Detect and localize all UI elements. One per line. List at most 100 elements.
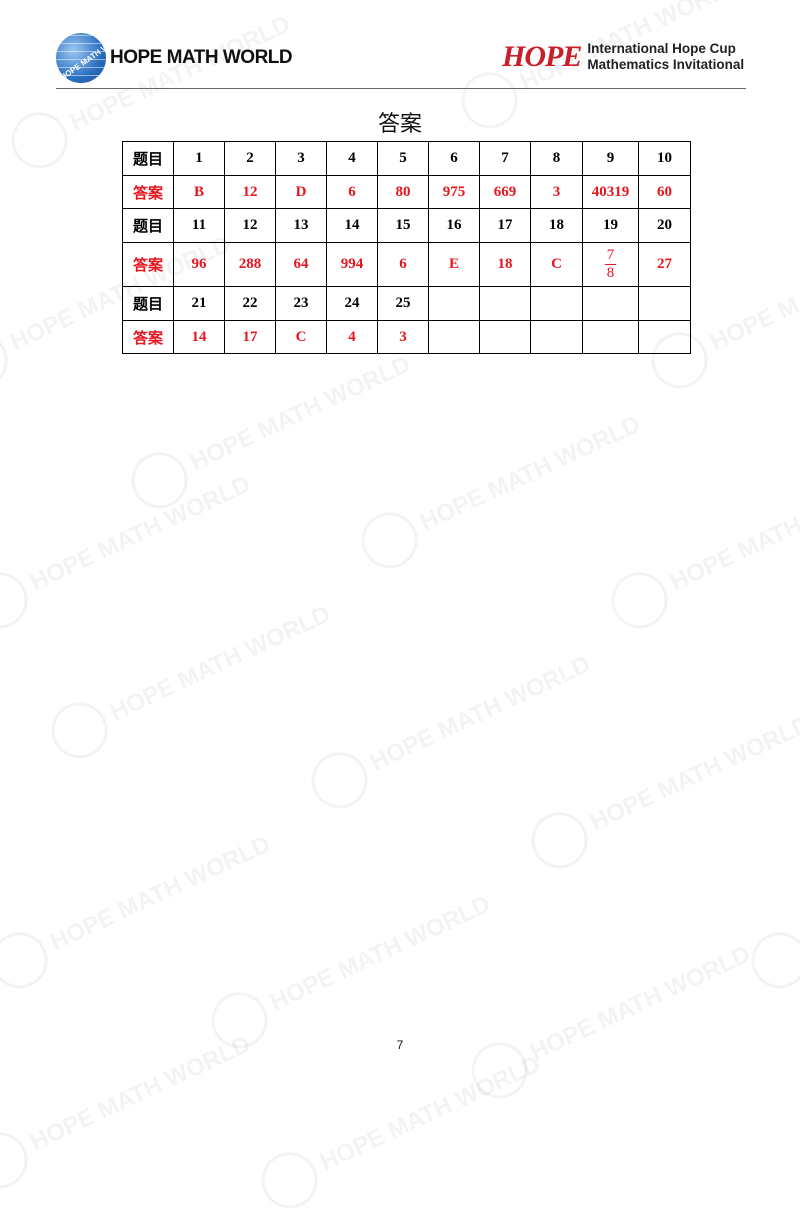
watermark: HOPE MATH WORLD [0,818,281,998]
answer-cell: E [428,242,480,287]
answer-cell [530,320,583,354]
answer-cell: 975 [428,175,480,209]
hope-mark: HOPE [502,40,582,74]
page-number: 7 [396,1038,404,1052]
answer-cell: 669 [479,175,531,209]
answer-cell: C [275,320,327,354]
answer-cell [479,320,531,354]
answer-row: 答案 96 288 64 994 6 E 18 C 7 8 27 [122,242,691,287]
header-divider [56,88,746,89]
question-number: 14 [326,208,378,243]
answer-cell: 4 [326,320,378,354]
question-number: 20 [638,208,691,243]
watermark: HOPE MATH WORLD [202,878,501,1058]
answer-cell: 3 [530,175,583,209]
denominator: 8 [606,265,615,281]
question-number: 24 [326,286,378,321]
answer-label: 答案 [122,320,174,354]
globe-text: HOPE MATH WORLD [58,33,106,83]
question-label: 题目 [122,208,174,243]
watermark: HOPE MATH WORLD [0,458,261,638]
answer-cell: 40319 [582,175,639,209]
watermark-text: HOPE MATH WORLD [106,601,334,727]
watermark: HOPE MATH WORLD [302,638,601,818]
watermark: HOPE MATH WORLD [522,698,800,878]
answer-row: 答案 B 12 D 6 80 975 669 3 40319 60 [122,175,691,209]
question-number: 18 [530,208,583,243]
watermark: HOPE MATH WORLD [602,458,800,638]
question-number: 13 [275,208,327,243]
watermark-text: HOPE MATH WORLD [266,891,494,1017]
answer-cell: 6 [326,175,378,209]
numerator: 7 [604,247,617,265]
question-number: 1 [173,141,225,176]
answer-cell: 994 [326,242,378,287]
answer-label: 答案 [122,242,174,287]
question-number: 4 [326,141,378,176]
watermark-globe-icon [302,743,377,818]
watermark-globe-icon [0,923,57,998]
answer-cell [582,320,639,354]
watermark-globe-icon [522,803,597,878]
question-number: 25 [377,286,429,321]
hope-math-world-logo: HOPE MATH WORLD HOPE MATH WORLD [56,33,293,83]
watermark: HOPE MATH WORLD [352,398,651,578]
competition-line-1: International Hope Cup [587,41,736,56]
watermark-text: HOPE MATH WORLD [706,231,800,357]
question-number [638,286,691,321]
answer-cell: 288 [224,242,276,287]
watermark: HOPE MATH WORLD [122,338,421,518]
watermark-text: HOPE MATH WORLD [46,831,274,957]
question-number: 21 [173,286,225,321]
question-label: 题目 [122,286,174,321]
watermark: HOPE MATH WORLD [42,588,341,768]
question-number: 9 [582,141,639,176]
answer-cell: 3 [377,320,429,354]
answer-cell: 17 [224,320,276,354]
watermark-globe-icon [602,563,677,638]
hope-mark-text: HOPE [502,40,582,73]
competition-line-2: Mathematics Invitational [587,57,745,72]
answer-cell: 18 [479,242,531,287]
answer-cell: 96 [173,242,225,287]
watermark-globe-icon [252,1143,327,1218]
answer-cell [428,320,480,354]
question-row: 题目 21 22 23 24 25 [122,286,691,321]
answer-cell: 27 [638,242,691,287]
watermark-text: HOPE MATH WORLD [366,651,594,777]
question-number: 8 [530,141,583,176]
question-number: 23 [275,286,327,321]
answer-cell: 64 [275,242,327,287]
question-number: 16 [428,208,480,243]
question-number: 6 [428,141,480,176]
question-number: 22 [224,286,276,321]
watermark-text: HOPE MATH WORLD [416,411,644,537]
watermark: HOPE MATH WORLD [742,818,800,998]
question-row: 题目 1 2 3 4 5 6 7 8 9 10 [122,141,691,176]
answer-cell: C [530,242,583,287]
globe-icon: HOPE MATH WORLD [56,33,106,83]
hope-cup-logo: HOPE International Hope Cup Mathematics … [502,40,744,74]
answer-cell: 12 [224,175,276,209]
answer-cell: 14 [173,320,225,354]
question-number: 11 [173,208,225,243]
answer-table: 题目 1 2 3 4 5 6 7 8 9 10 答案 B 12 D 6 80 975 669 3 40319 60 题目 11… [122,141,691,354]
answer-cell: 80 [377,175,429,209]
question-number [582,286,639,321]
watermark-text: HOPE MATH WORLD [666,471,800,597]
watermark-text: HOPE MATH WORLD [26,471,254,597]
answer-cell: B [173,175,225,209]
question-number: 17 [479,208,531,243]
question-label: 题目 [122,141,174,176]
watermark: HOPE MATH WORLD [462,928,761,1108]
watermark-text: HOPE MATH WORLD [586,711,800,837]
question-number: 12 [224,208,276,243]
watermark-globe-icon [42,693,117,768]
question-number [479,286,531,321]
watermark: HOPE MATH WORLD [252,1038,551,1218]
question-number: 19 [582,208,639,243]
answer-cell: 60 [638,175,691,209]
question-number: 7 [479,141,531,176]
